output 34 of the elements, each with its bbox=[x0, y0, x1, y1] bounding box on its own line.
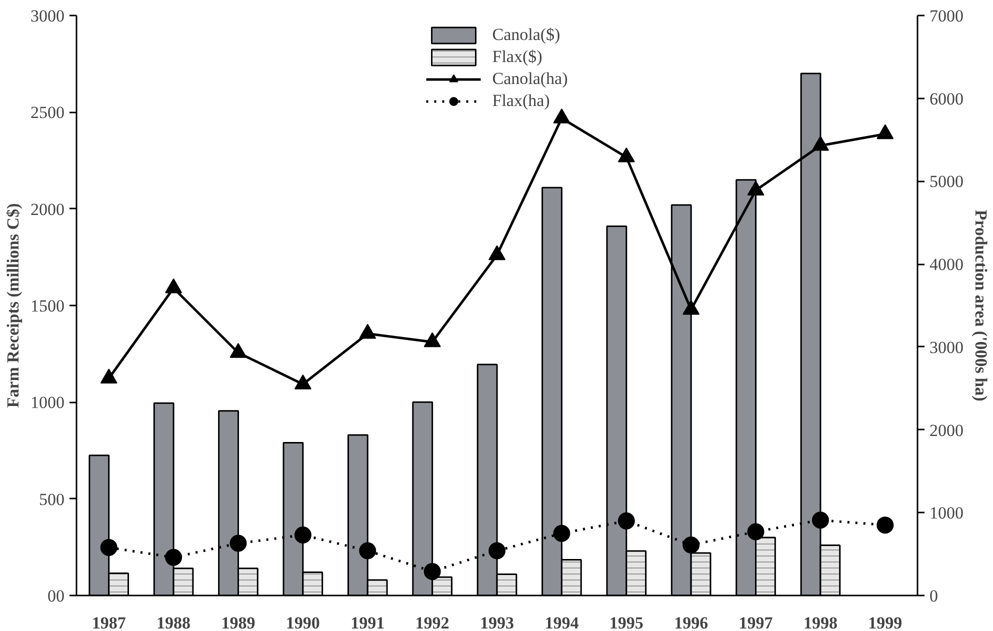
x-tick-label: 1991 bbox=[350, 614, 385, 631]
y2-tick-label: 1000 bbox=[930, 504, 964, 523]
y2-tick-label: 4000 bbox=[930, 255, 964, 274]
y-tick-label: 00 bbox=[48, 586, 64, 606]
y2-tick-label: 0 bbox=[930, 586, 938, 606]
y-tick-label: 1500 bbox=[30, 296, 64, 316]
y-axis-title: Farm Receipts (millions C$) bbox=[4, 203, 22, 408]
legend-label: Flax($) bbox=[492, 47, 542, 67]
y2-axis-title: Production area ('000s ha) bbox=[972, 210, 990, 402]
legend-label: Canola($) bbox=[492, 25, 560, 45]
y2-tick-label: 5000 bbox=[930, 172, 964, 192]
y-tick-label: 2500 bbox=[30, 103, 64, 122]
x-tick-label: 1989 bbox=[221, 614, 256, 631]
y-tick-label: 2000 bbox=[30, 200, 64, 219]
x-tick-label: 1999 bbox=[868, 614, 902, 631]
x-tick-label: 1998 bbox=[803, 614, 838, 631]
x-tick-label: 1997 bbox=[738, 614, 774, 631]
y-tick-label: 1000 bbox=[30, 393, 64, 412]
x-tick-label: 1988 bbox=[156, 614, 191, 631]
x-tick-label: 1996 bbox=[674, 614, 708, 631]
x-tick-label: 1990 bbox=[286, 614, 320, 631]
x-tick-label: 1987 bbox=[92, 614, 126, 631]
legend-label: Canola(ha) bbox=[492, 69, 568, 89]
x-tick-label: 1995 bbox=[609, 614, 644, 631]
y2-tick-label: 2000 bbox=[930, 420, 964, 440]
y2-tick-label: 3000 bbox=[930, 338, 964, 357]
y-tick-label: 3000 bbox=[30, 6, 64, 26]
legend-label: Flax(ha) bbox=[492, 91, 550, 111]
x-tick-label: 1992 bbox=[415, 614, 450, 631]
y2-tick-label: 6000 bbox=[930, 89, 964, 108]
x-tick-label: 1993 bbox=[480, 614, 514, 631]
x-tick-label: 1994 bbox=[544, 614, 580, 631]
y-tick-label: 500 bbox=[39, 490, 64, 509]
y2-tick-label: 7000 bbox=[930, 6, 964, 26]
